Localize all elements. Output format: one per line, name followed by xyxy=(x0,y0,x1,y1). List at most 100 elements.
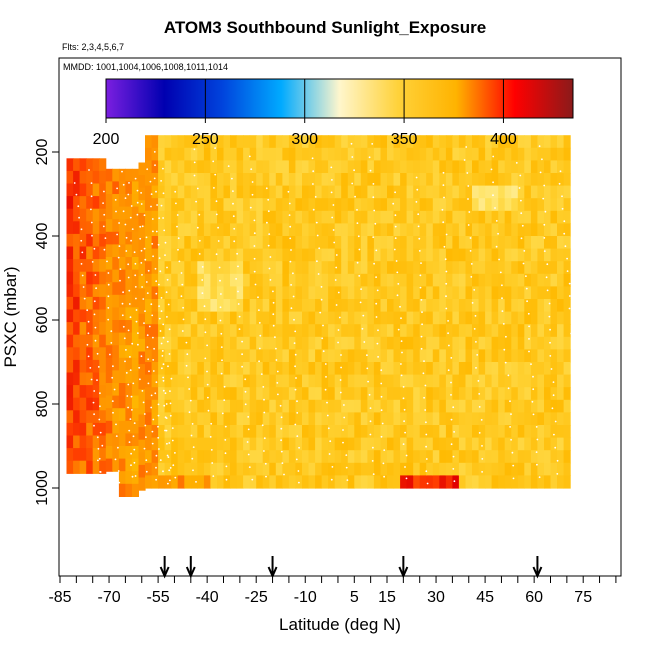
flight-track-point xyxy=(130,464,132,467)
flight-track-point xyxy=(93,390,96,392)
heatmap-cell xyxy=(275,450,283,464)
heatmap-cell xyxy=(118,357,126,371)
heatmap-cell xyxy=(321,324,329,338)
heatmap-cell xyxy=(308,362,316,376)
heatmap-cell xyxy=(328,147,336,161)
heatmap-cell xyxy=(262,223,270,237)
heatmap-cell xyxy=(288,223,296,237)
heatmap-cell xyxy=(452,399,460,413)
flight-track-point xyxy=(127,263,130,266)
heatmap-cell xyxy=(217,425,225,439)
heatmap-cell xyxy=(373,425,381,439)
heatmap-cell xyxy=(367,462,375,476)
heatmap-cell xyxy=(537,185,545,199)
heatmap-cell xyxy=(445,185,453,199)
flight-track-point xyxy=(473,289,476,291)
heatmap-cell xyxy=(517,387,525,401)
heatmap-cell xyxy=(249,185,257,199)
heatmap-cell xyxy=(92,233,100,248)
heatmap-cell xyxy=(360,135,368,149)
heatmap-cell xyxy=(197,425,205,439)
flight-track-point xyxy=(247,453,250,456)
heatmap-cell xyxy=(544,324,552,338)
flight-track-point xyxy=(447,369,450,372)
heatmap-cell xyxy=(530,336,538,350)
flight-track-point xyxy=(499,271,502,274)
heatmap-cell xyxy=(380,462,388,476)
heatmap-cell xyxy=(465,160,473,174)
heatmap-cell xyxy=(197,261,205,275)
heatmap-cell xyxy=(341,311,349,325)
heatmap-cell xyxy=(517,135,525,149)
heatmap-cell xyxy=(445,173,453,187)
flight-track-point xyxy=(376,342,379,345)
heatmap-cell xyxy=(406,450,414,464)
heatmap-cell xyxy=(550,261,558,275)
heatmap-cell xyxy=(99,309,107,323)
flight-track-point xyxy=(527,312,530,315)
heatmap-cell xyxy=(315,198,323,212)
heatmap-cell xyxy=(308,210,316,224)
heatmap-cell xyxy=(184,450,192,464)
flight-track-point xyxy=(394,237,397,240)
heatmap-cell xyxy=(347,248,355,262)
heatmap-cell xyxy=(256,147,264,161)
flight-track-point xyxy=(297,470,300,472)
heatmap-cell xyxy=(341,210,349,224)
heatmap-cell xyxy=(73,259,81,273)
heatmap-cell xyxy=(426,412,434,426)
heatmap-cell xyxy=(315,286,323,300)
heatmap-cell xyxy=(354,349,362,363)
heatmap-cell xyxy=(360,412,368,426)
heatmap-cell xyxy=(99,221,107,235)
heatmap-cell xyxy=(406,324,414,338)
heatmap-cell xyxy=(243,160,251,174)
heatmap-cell xyxy=(413,387,421,401)
heatmap-cell xyxy=(530,273,538,287)
heatmap-cell xyxy=(210,349,218,363)
heatmap-cell xyxy=(485,299,493,313)
heatmap-cell xyxy=(308,374,316,388)
heatmap-cell xyxy=(472,223,480,237)
heatmap-cell xyxy=(334,273,342,287)
heatmap-cell xyxy=(550,160,558,174)
heatmap-cell xyxy=(190,210,198,224)
heatmap-cell xyxy=(236,299,244,313)
heatmap-cell xyxy=(517,399,525,413)
heatmap-cell xyxy=(498,349,506,363)
heatmap-cell xyxy=(504,135,512,149)
heatmap-cell xyxy=(217,299,225,313)
flight-track-point xyxy=(425,458,428,460)
heatmap-cell xyxy=(92,208,100,222)
heatmap-cell xyxy=(177,210,185,224)
heatmap-cell xyxy=(151,362,159,376)
flight-track-point xyxy=(501,310,504,312)
flight-track-point xyxy=(103,213,106,216)
heatmap-cell xyxy=(145,336,153,350)
colorbar-tick-label: 400 xyxy=(490,131,517,148)
flight-track-point xyxy=(380,382,383,385)
heatmap-cell xyxy=(275,223,283,237)
flight-track-point xyxy=(127,193,130,196)
heatmap-cell xyxy=(498,147,506,161)
heatmap-cell xyxy=(269,399,277,413)
flight-track-point xyxy=(141,225,144,228)
heatmap-cell xyxy=(171,349,179,363)
heatmap-cell xyxy=(210,425,218,439)
flight-track-point xyxy=(311,157,314,160)
flight-track-point xyxy=(275,359,278,361)
heatmap-cell xyxy=(465,223,473,237)
heatmap-cell xyxy=(99,385,107,399)
flight-track-point xyxy=(128,182,130,184)
heatmap-cell xyxy=(432,299,440,313)
heatmap-cell xyxy=(262,185,270,199)
flight-track-point xyxy=(115,423,117,426)
heatmap-cell xyxy=(171,324,179,338)
heatmap-cell xyxy=(125,231,133,245)
heatmap-cell xyxy=(373,362,381,376)
heatmap-cell xyxy=(275,160,283,174)
heatmap-cell xyxy=(295,147,303,161)
y-tick-label: 600 xyxy=(34,307,51,334)
heatmap-cell xyxy=(99,410,107,424)
flight-track-point xyxy=(159,459,162,461)
